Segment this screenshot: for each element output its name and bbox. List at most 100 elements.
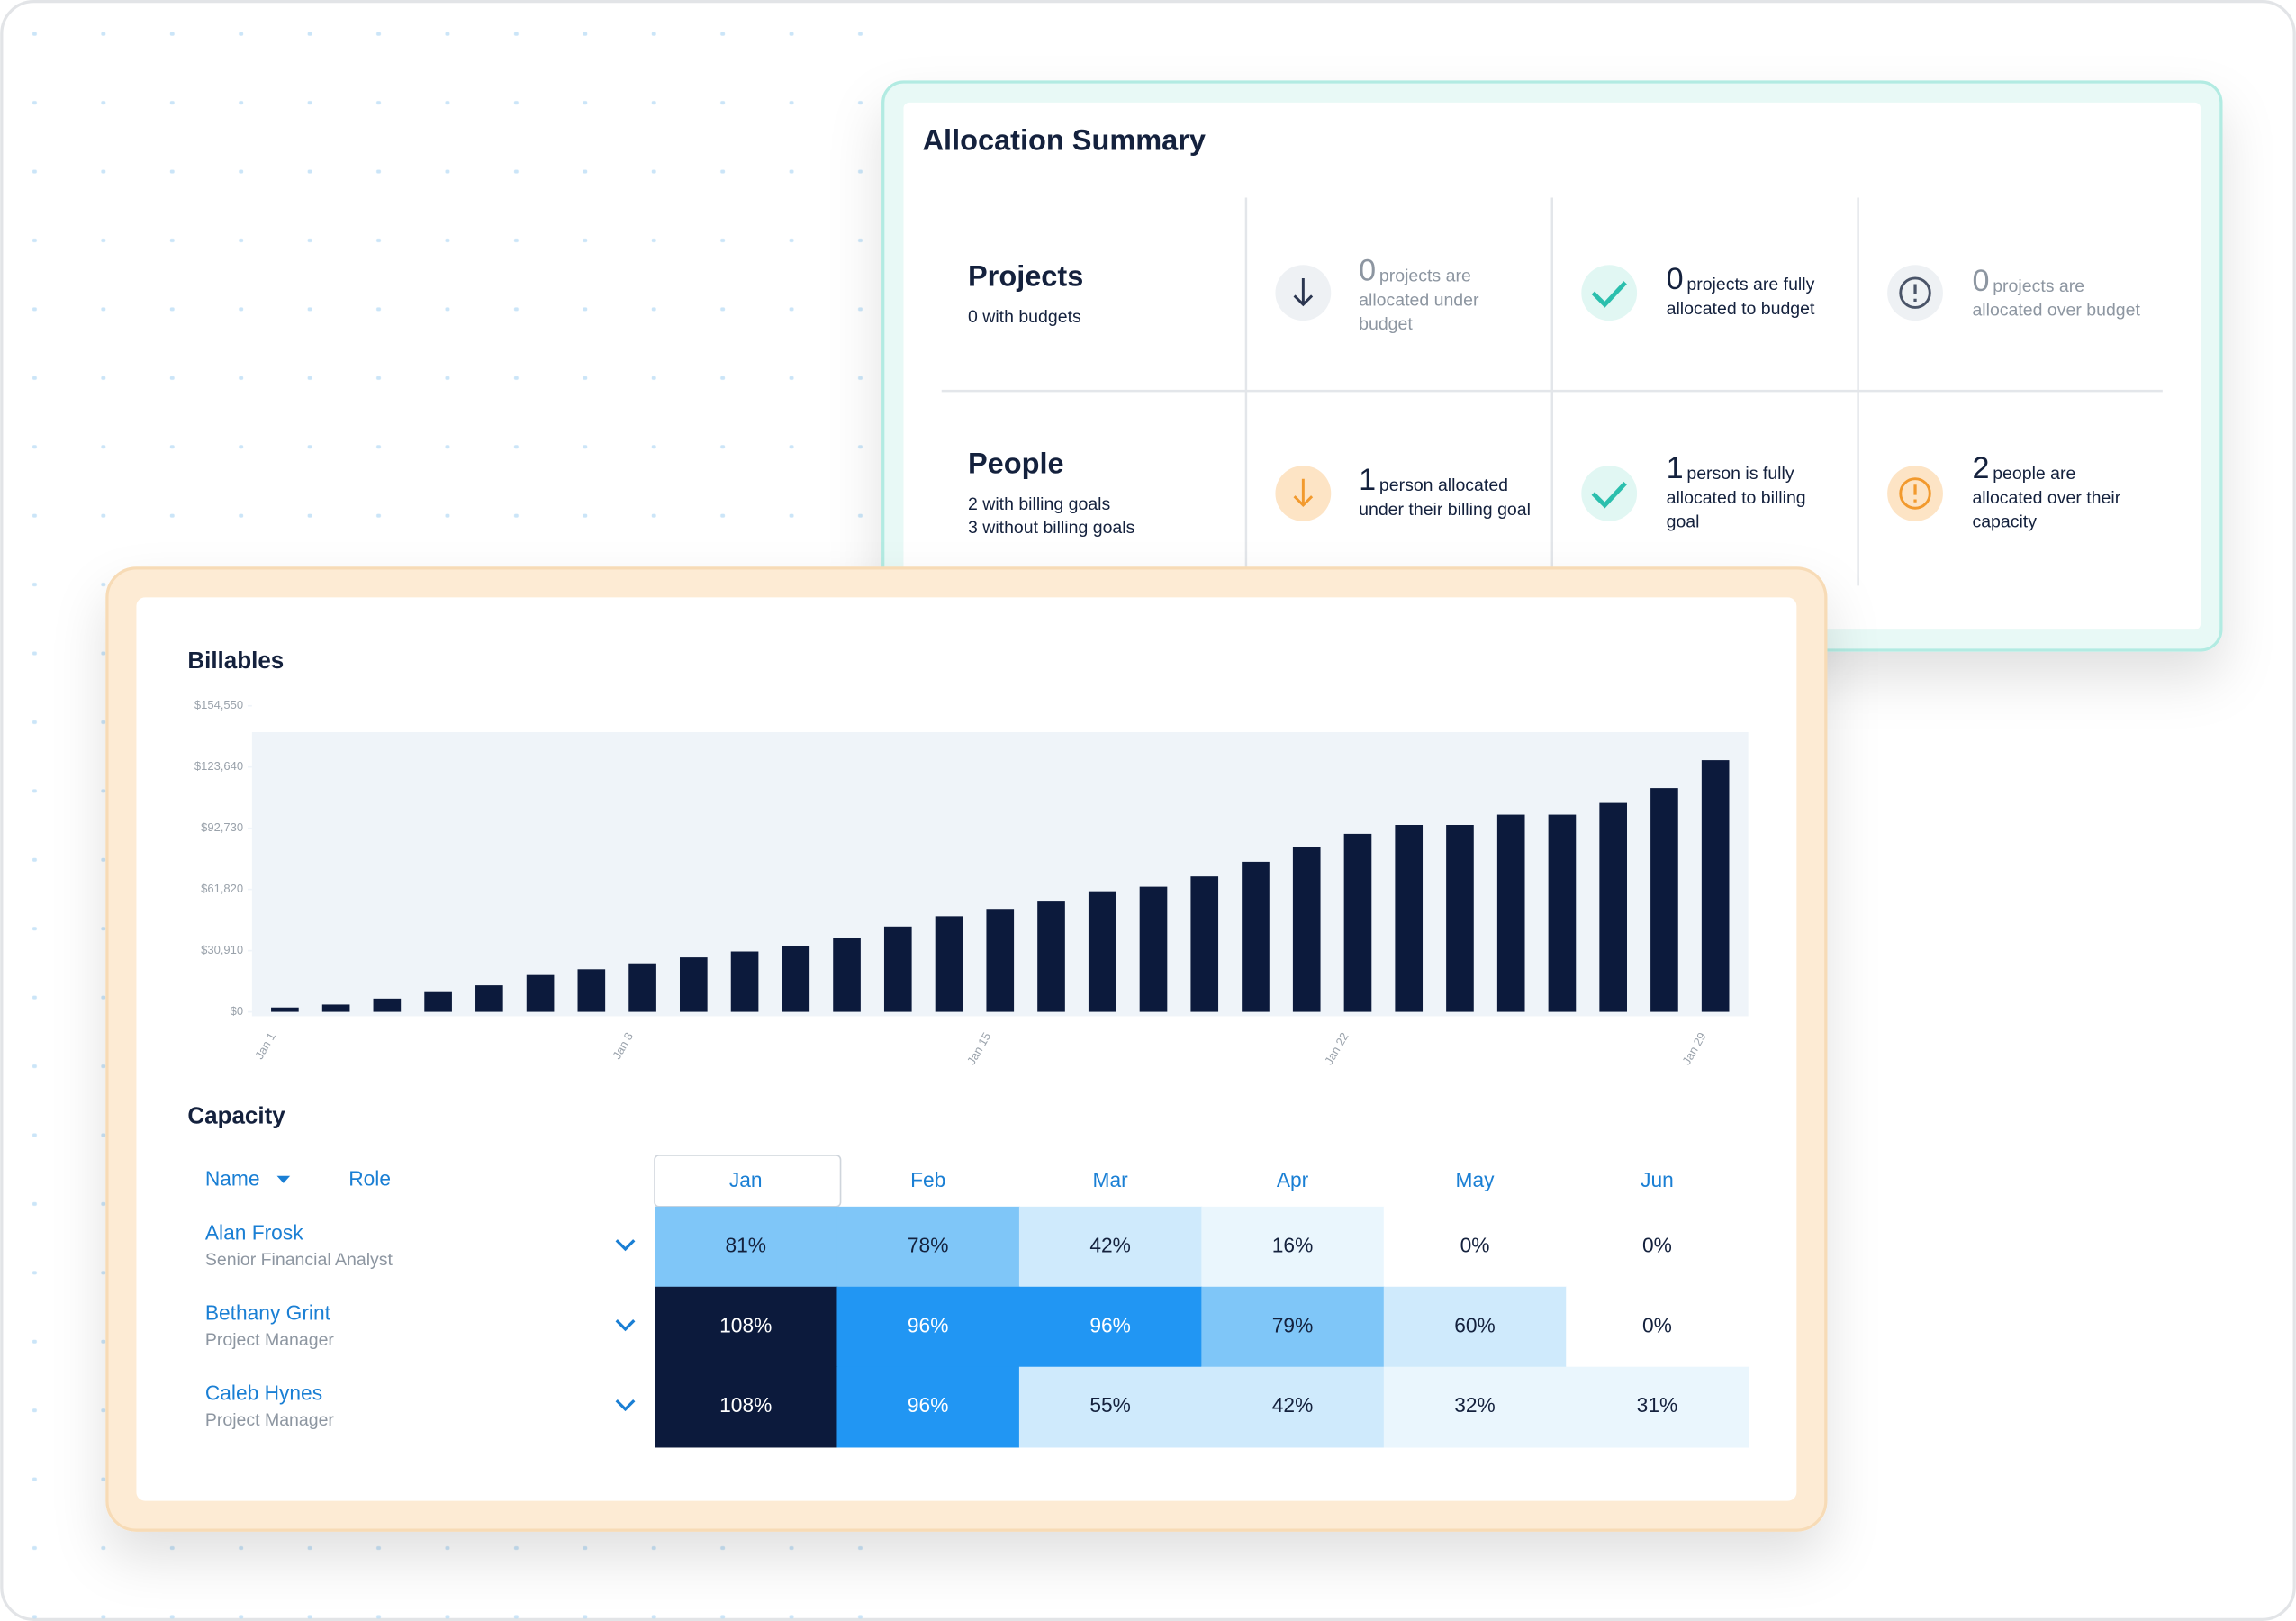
- row-label: Projects: [968, 260, 1083, 293]
- bar: [1139, 886, 1168, 1012]
- expand-chevron: [615, 1239, 636, 1252]
- capacity-value: 81%: [725, 1233, 766, 1256]
- stat-number: 0: [1972, 264, 1989, 298]
- stat-number: 2: [1972, 451, 1989, 485]
- capacity-value: 96%: [908, 1393, 949, 1417]
- capacity-value: 55%: [1089, 1393, 1131, 1417]
- capacity-value: 42%: [1089, 1233, 1131, 1256]
- capacity-cell: [655, 1206, 838, 1288]
- y-tick-label: $154,550: [194, 698, 243, 711]
- capacity-value: 108%: [719, 1313, 772, 1336]
- stat-text: person allocated: [1379, 475, 1508, 495]
- stat-text: projects are: [1993, 276, 2084, 296]
- person-name: Alan Frosk: [205, 1221, 303, 1245]
- capacity-cell: [836, 1286, 1020, 1368]
- bar: [628, 963, 656, 1012]
- capacity-cell: [1018, 1286, 1203, 1368]
- bar: [833, 937, 861, 1012]
- capacity-value: 0%: [1642, 1233, 1672, 1256]
- summary-grid: [941, 197, 2163, 586]
- stat-text: capacity: [1972, 512, 2037, 532]
- capacity-cell: [1018, 1366, 1203, 1448]
- bar: [730, 951, 759, 1012]
- expand-chevron: [615, 1319, 636, 1332]
- stat-text: people are: [1993, 464, 2075, 484]
- capacity-value: 108%: [719, 1393, 772, 1417]
- column-header: Role: [348, 1167, 391, 1191]
- capacity-cell: [1566, 1366, 1749, 1448]
- capacity-cell: [1201, 1366, 1385, 1448]
- y-tick-label: $123,640: [194, 759, 243, 773]
- stat-number: 1: [1667, 451, 1684, 485]
- capacity-cell: [836, 1206, 1020, 1288]
- card-title: Allocation Summary: [923, 123, 1206, 156]
- capacity-cell: [1566, 1286, 1749, 1368]
- stat-text: allocated over their: [1972, 488, 2120, 508]
- capacity-cell: [836, 1366, 1020, 1448]
- stat-text: person is fully: [1686, 464, 1794, 484]
- stat-text: projects are: [1379, 266, 1471, 285]
- stat-text: allocated to billing: [1667, 488, 1806, 508]
- y-tick-label: $92,730: [201, 820, 243, 834]
- stat-text: projects are fully: [1686, 275, 1814, 294]
- stat-text: allocated over budget: [1972, 301, 2140, 321]
- row-detail: 3 without billing goals: [968, 518, 1135, 538]
- stat-number: 1: [1359, 463, 1376, 497]
- bar: [1395, 825, 1424, 1012]
- stat-text: budget: [1359, 314, 1413, 334]
- row-label: People: [968, 448, 1064, 480]
- stat-number: 0: [1667, 262, 1684, 296]
- bar: [1088, 891, 1116, 1012]
- person-role: Senior Financial Analyst: [205, 1250, 393, 1270]
- stat-text: allocated to budget: [1667, 299, 1815, 319]
- capacity-value: 0%: [1642, 1313, 1672, 1336]
- bar: [1242, 861, 1270, 1012]
- stat-text: goal: [1667, 512, 1700, 532]
- stat-text: allocated under: [1359, 290, 1479, 310]
- bar: [373, 998, 402, 1012]
- row-detail: 2 with billing goals: [968, 494, 1111, 514]
- allocation-card: Allocation Summary: [881, 80, 2223, 652]
- capacity-value: 0%: [1460, 1233, 1490, 1256]
- capacity-cell: [1383, 1366, 1568, 1448]
- capacity-cell: [655, 1286, 838, 1368]
- y-tick-label: $61,820: [201, 882, 243, 895]
- stat-number: 0: [1359, 253, 1376, 287]
- chart-title: Billables: [187, 647, 284, 674]
- y-tick-label: $30,910: [201, 943, 243, 956]
- capacity-cell: [1383, 1286, 1568, 1368]
- capacity-value: 32%: [1454, 1393, 1496, 1417]
- person-role: Project Manager: [205, 1410, 335, 1430]
- capacity-cell: [1383, 1206, 1568, 1288]
- capacity-value: 96%: [908, 1313, 949, 1336]
- month-header: Mar: [1093, 1168, 1129, 1191]
- bar: [526, 974, 555, 1012]
- bar: [1650, 788, 1678, 1012]
- month-header: Jan: [729, 1168, 763, 1191]
- bar: [1190, 876, 1219, 1012]
- bar: [475, 985, 503, 1012]
- bar: [782, 946, 810, 1012]
- bar: [424, 991, 452, 1012]
- person-role: Project Manager: [205, 1330, 335, 1350]
- bar: [1701, 760, 1730, 1012]
- capacity-value: 31%: [1637, 1393, 1678, 1417]
- month-header: Apr: [1277, 1168, 1309, 1191]
- capacity-value: 42%: [1272, 1393, 1314, 1417]
- month-header: Jun: [1641, 1168, 1674, 1191]
- section-title: Capacity: [187, 1102, 285, 1129]
- bar: [935, 916, 963, 1012]
- bar: [1343, 833, 1372, 1012]
- stat-text: under their billing goal: [1359, 500, 1531, 520]
- bar: [1599, 802, 1628, 1012]
- status-icons: [1275, 265, 1943, 521]
- bar: [321, 1004, 350, 1012]
- capacity-value: 16%: [1272, 1233, 1314, 1256]
- capacity-value: 60%: [1454, 1313, 1496, 1336]
- bar: [271, 1007, 299, 1012]
- capacity-cell: [1018, 1206, 1203, 1288]
- expand-chevron: [615, 1399, 636, 1412]
- person-name: Caleb Hynes: [205, 1381, 322, 1405]
- bar: [1446, 825, 1474, 1012]
- column-header: Name: [205, 1167, 260, 1191]
